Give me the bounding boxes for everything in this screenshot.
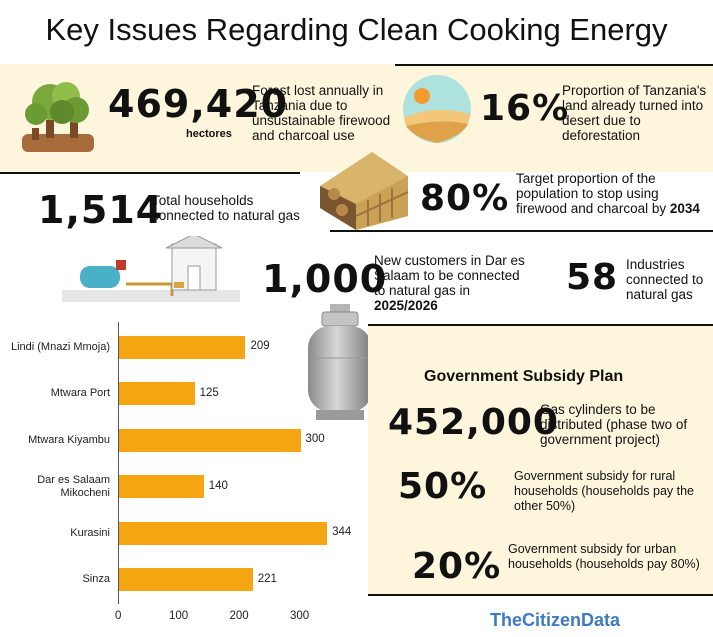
divider xyxy=(330,230,713,232)
rural-desc: Government subsidy for rural households … xyxy=(514,469,694,513)
target-value: 80% xyxy=(420,178,510,219)
households-value: 1,514 xyxy=(38,188,164,232)
category-label: Mtwara Kiyambu xyxy=(28,433,110,446)
gas-cylinder-icon xyxy=(308,304,372,420)
divider xyxy=(368,324,713,326)
bar xyxy=(119,382,195,405)
bar-value-label: 140 xyxy=(208,479,228,492)
urban-value: 20% xyxy=(412,546,502,587)
customers-desc: New customers in Dar es Salaam to be con… xyxy=(374,253,525,313)
bar-value-label: 300 xyxy=(305,433,325,445)
bar-value-label: 221 xyxy=(257,572,277,585)
divider xyxy=(395,64,713,66)
y-axis-line xyxy=(118,322,119,604)
bar xyxy=(119,475,204,498)
bar-value-label: 344 xyxy=(332,526,352,538)
urban-desc: Government subsidy for urban households … xyxy=(508,542,700,571)
firewood-icon xyxy=(320,152,409,230)
top-band xyxy=(0,64,713,172)
customers-value: 1,000 xyxy=(262,257,388,301)
cylinders-desc: Gas cylinders to be distributed (phase t… xyxy=(540,402,688,447)
bar xyxy=(119,335,246,359)
bar-chart: Lindi (Mnazi Mmoja) 209 Mtwara Port 125 Mtwa… xyxy=(0,322,370,637)
forest-value: 469,420 xyxy=(108,82,289,126)
forest-unit: hectores xyxy=(186,128,232,140)
desert-icon xyxy=(403,75,471,143)
x-tick-label: 300 xyxy=(290,610,310,622)
category-label: Kurasini xyxy=(70,526,110,539)
category-label: Sinza xyxy=(82,573,110,585)
subsidy-band xyxy=(368,326,713,594)
x-tick-label: 100 xyxy=(169,610,189,622)
industries-value: 58 xyxy=(566,257,619,298)
divider xyxy=(368,594,713,596)
page-title: Key Issues Regarding Clean Cooking Energ… xyxy=(45,12,668,47)
desert-desc: Proportion of Tanzania's land already tu… xyxy=(562,83,707,143)
industries-desc: Industries connected to natural gas xyxy=(626,257,704,302)
x-tick-label: 200 xyxy=(229,610,249,622)
forest-icon xyxy=(22,82,94,152)
bar-value-label: 125 xyxy=(199,386,219,399)
bar xyxy=(119,521,328,545)
category-label: Lindi (Mnazi Mmoja) xyxy=(10,340,110,353)
households-desc: Total households connected to natural ga… xyxy=(152,193,300,223)
bar xyxy=(119,428,301,452)
bar xyxy=(119,568,253,591)
divider xyxy=(0,172,300,174)
category-label: Mtwara Port xyxy=(50,387,110,399)
x-tick-label: 0 xyxy=(115,610,122,622)
cylinders-value: 452,000 xyxy=(388,402,559,443)
desert-value: 16% xyxy=(480,88,570,129)
rural-value: 50% xyxy=(398,466,488,507)
bar-value-label: 209 xyxy=(250,340,270,352)
category-label: Dar es Salaam Mikocheni xyxy=(37,473,110,499)
brand-logo: TheCitizenData xyxy=(490,610,621,630)
forest-desc: Forest lost annually in Tanzania due to … xyxy=(252,83,391,143)
gas-house-icon xyxy=(62,236,240,302)
target-desc: Target proportion of the population to s… xyxy=(516,171,700,216)
subsidy-heading: Government Subsidy Plan xyxy=(424,368,624,385)
